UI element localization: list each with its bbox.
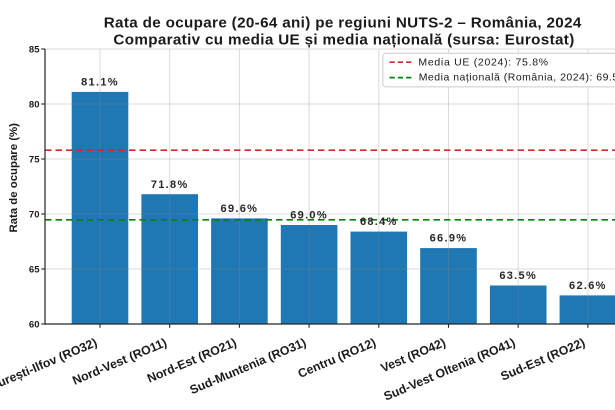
svg-text:Media UE (2024): 75.8%: Media UE (2024): 75.8% [418,57,548,69]
svg-text:70: 70 [29,209,40,220]
svg-text:85: 85 [29,44,40,55]
svg-text:71.8%: 71.8% [151,179,189,191]
svg-text:66.9%: 66.9% [430,233,468,245]
svg-text:68.4%: 68.4% [360,216,398,228]
svg-text:81.1%: 81.1% [81,77,119,89]
svg-text:69.6%: 69.6% [221,203,259,215]
svg-text:Rata de ocupare (20-64 ani) pe: Rata de ocupare (20-64 ani) pe regiuni N… [104,15,582,32]
svg-text:69.0%: 69.0% [290,210,328,222]
svg-text:75: 75 [29,154,40,165]
svg-text:65: 65 [29,264,40,275]
svg-text:Media națională (România, 2024: Media națională (România, 2024): 69.5% [419,71,615,83]
svg-text:80: 80 [29,99,40,110]
svg-text:63.5%: 63.5% [499,270,537,282]
svg-text:Rata de ocupare (%): Rata de ocupare (%) [8,123,20,233]
svg-text:Comparativ cu media UE și medi: Comparativ cu media UE și media național… [113,32,574,49]
svg-text:60: 60 [29,319,40,330]
svg-text:62.6%: 62.6% [569,280,607,292]
